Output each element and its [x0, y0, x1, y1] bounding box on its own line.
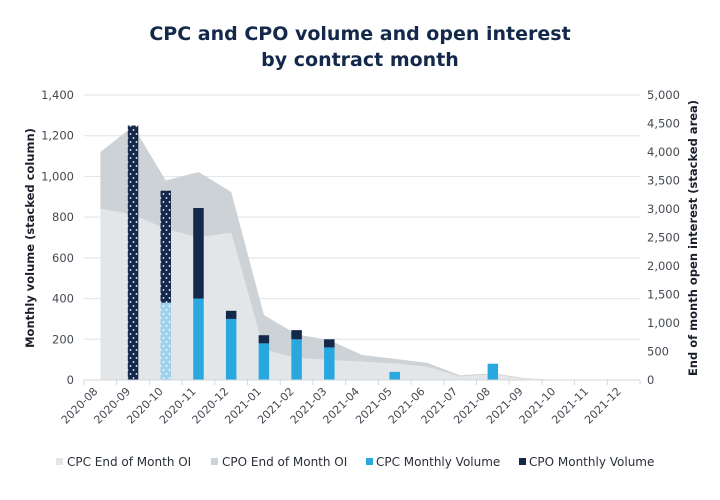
y2-tick-label: 3,000 — [647, 202, 680, 216]
y2-tick-label: 0 — [647, 373, 654, 387]
legend-label-cpo-oi: CPO End of Month OI — [222, 455, 347, 469]
legend-item-cpo-volume[interactable]: CPO Monthly Volume — [519, 455, 654, 469]
chart-title-line2: by contract month — [261, 49, 459, 71]
legend-swatch-cpc-oi — [56, 458, 63, 465]
bar-cpc-volume-2021-01 — [258, 343, 270, 380]
y-axis-ticks: 0 200 400 600 800 1,000 1,200 1,400 — [41, 88, 74, 387]
y2-tick-label: 2,000 — [647, 259, 680, 273]
x-axis-ticks: 2020-082020-092020-102020-112020-122021-… — [59, 385, 624, 427]
bar-cpc-volume-2020-11 — [193, 298, 204, 380]
bar-cpo-volume-2021-03 — [324, 339, 335, 348]
y-tick-label: 200 — [52, 332, 74, 346]
y2-tick-label: 2,500 — [647, 231, 680, 245]
bar-cpc-volume-2021-08 — [487, 363, 499, 380]
y2-tick-label: 5,000 — [647, 88, 680, 102]
legend-item-cpo-oi[interactable]: CPO End of Month OI — [211, 455, 347, 469]
y2-tick-label: 1,000 — [647, 316, 680, 330]
bar-cpc-volume-2020-12 — [225, 318, 237, 380]
bar-series — [127, 125, 499, 381]
legend-swatch-cpo-oi — [211, 458, 218, 465]
bar-cpc-volume-2021-03 — [324, 347, 335, 380]
chart-title: CPC and CPO volume and open interest — [149, 23, 570, 45]
y-axis-title: Monthly volume (stacked column) — [23, 128, 37, 348]
bar-cpc-volume-2020-10 — [160, 302, 172, 380]
bar-cpo-volume-2021-01 — [258, 335, 270, 344]
area-series — [100, 126, 624, 380]
y2-tick-label: 3,500 — [647, 174, 680, 188]
y-tick-label: 0 — [67, 373, 74, 387]
legend-label-cpo-volume: CPO Monthly Volume — [529, 455, 654, 469]
legend-swatch-cpo-volume — [519, 458, 526, 465]
area-cpc-oi — [100, 209, 624, 380]
bar-cpo-volume-2021-02 — [291, 330, 302, 340]
legend-item-cpc-oi[interactable]: CPC End of Month OI — [56, 455, 191, 469]
bar-cpo-volume-2020-11 — [193, 207, 204, 299]
bar-cpc-volume-2021-02 — [291, 339, 302, 380]
y2-tick-label: 500 — [647, 345, 669, 359]
bar-cpo-volume-2020-09 — [127, 125, 139, 381]
y-tick-label: 600 — [52, 251, 74, 265]
y2-axis-title: End of month open interest (stacked area… — [686, 100, 700, 376]
y2-tick-label: 1,500 — [647, 288, 680, 302]
legend: CPC End of Month OI CPO End of Month OI … — [56, 455, 654, 469]
legend-label-cpc-oi: CPC End of Month OI — [67, 455, 191, 469]
y-tick-label: 400 — [52, 292, 74, 306]
y-tick-label: 1,200 — [41, 129, 74, 143]
legend-swatch-cpc-volume — [366, 458, 373, 465]
axes — [83, 379, 641, 385]
y-tick-label: 1,000 — [41, 169, 74, 183]
y2-axis-ticks: 0 500 1,000 1,500 2,000 2,500 3,000 3,500 4,000 4… — [647, 88, 680, 387]
x-tick-label: 2021-12 — [582, 385, 624, 427]
y-tick-label: 1,400 — [41, 88, 74, 102]
legend-label-cpc-volume: CPC Monthly Volume — [376, 455, 500, 469]
bar-cpo-volume-2020-12 — [225, 310, 237, 319]
y-tick-label: 800 — [52, 210, 74, 224]
y2-tick-label: 4,500 — [647, 117, 680, 131]
bar-cpc-volume-2021-05 — [389, 371, 400, 380]
y2-tick-label: 4,000 — [647, 145, 680, 159]
bar-cpo-volume-2020-10 — [160, 190, 172, 303]
legend-item-cpc-volume[interactable]: CPC Monthly Volume — [366, 455, 500, 469]
